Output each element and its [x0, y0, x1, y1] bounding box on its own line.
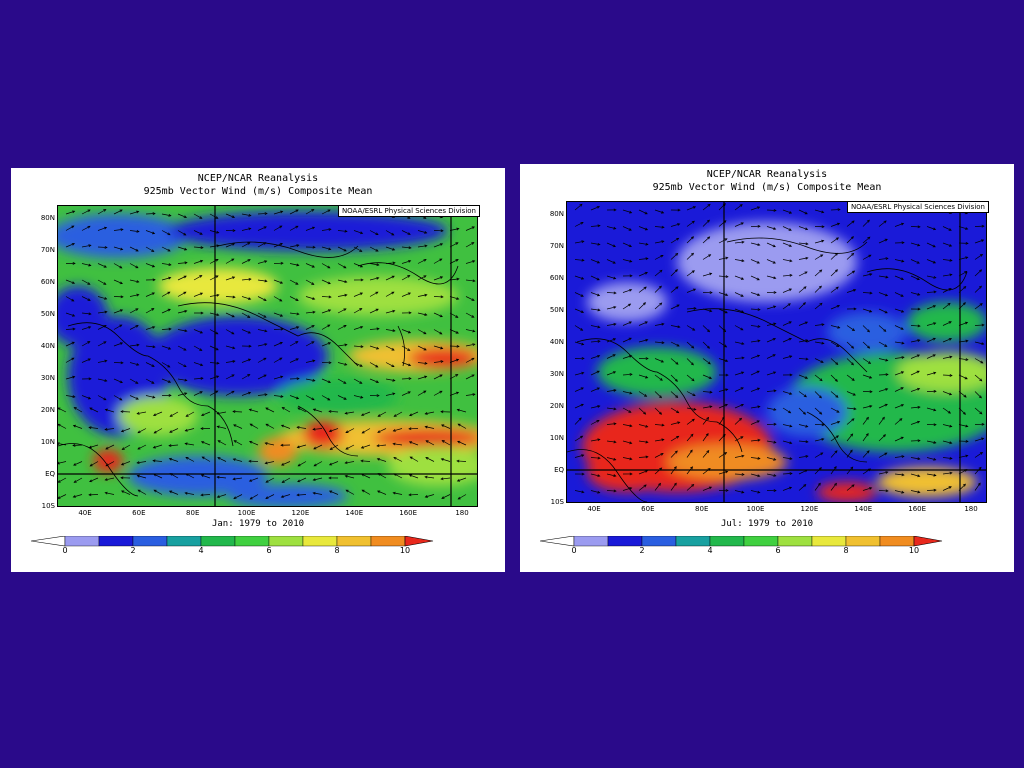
colorbar-tick-label: 2 [639, 546, 645, 555]
colorbar [30, 535, 471, 550]
panel-title: NCEP/NCAR Reanalysis [706, 169, 828, 180]
longitude-label: 80E [695, 505, 709, 513]
data-credit: NOAA/ESRL Physical Sciences Division [337, 205, 480, 217]
colorbar-segment [268, 535, 304, 547]
coastlines [567, 237, 968, 502]
colorbar-segment [743, 535, 779, 547]
map-panel-july: NCEP/NCAR Reanalysis 925mb Vector Wind (… [520, 164, 1014, 572]
latitude-label: EQ [554, 466, 564, 474]
latitude-label: 80N [40, 214, 55, 222]
colorbar-tick-label: 4 [198, 546, 204, 555]
colorbar-tick-label: 8 [334, 546, 340, 555]
colorbar-tick-label: 0 [571, 546, 577, 555]
longitude-label: 140E [854, 505, 873, 513]
latitude-label: 20N [40, 406, 55, 414]
longitude-label: 120E [291, 509, 310, 517]
latitude-label: 30N [40, 374, 55, 382]
colorbar-tick-label: 10 [399, 546, 411, 555]
longitude-label: 180 [964, 505, 978, 513]
panel-subtitle: 925mb Vector Wind (m/s) Composite Mean [143, 186, 373, 197]
map-panel-january: NCEP/NCAR Reanalysis 925mb Vector Wind (… [11, 168, 505, 572]
latitude-label: 70N [549, 242, 564, 250]
colorbar-segment [98, 535, 134, 547]
colorbar-segment [132, 535, 168, 547]
latitude-label: 60N [549, 274, 564, 282]
longitude-label: 120E [800, 505, 819, 513]
longitude-label: 140E [345, 509, 364, 517]
latitude-label: 70N [40, 246, 55, 254]
colorbar-segment [234, 535, 270, 547]
latitude-label: 40N [40, 342, 55, 350]
latitude-label: EQ [45, 470, 55, 478]
coastlines [58, 241, 459, 497]
colorbar-segment [777, 535, 813, 547]
colorbar-segment [641, 535, 677, 547]
colorbar-tick-label: 8 [843, 546, 849, 555]
colorbar-low-arrow [539, 535, 575, 547]
colorbar-tick-label: 0 [62, 546, 68, 555]
latitude-label: 10S [41, 502, 55, 510]
latitude-label: 80N [549, 210, 564, 218]
colorbar-tick-label: 2 [130, 546, 136, 555]
colorbar-segment [573, 535, 609, 547]
colorbar-segment [879, 535, 915, 547]
colorbar-segment [675, 535, 711, 547]
latitude-label: 60N [40, 278, 55, 286]
colorbar-segment [336, 535, 372, 547]
longitude-label: 160E [399, 509, 418, 517]
longitude-label: 100E [237, 509, 256, 517]
longitude-label: 100E [746, 505, 765, 513]
colorbar-segment [200, 535, 236, 547]
longitude-label: 180 [455, 509, 469, 517]
longitude-label: 60E [132, 509, 146, 517]
colorbar-tick-label: 4 [707, 546, 713, 555]
longitude-label: 60E [641, 505, 655, 513]
colorbar-high-arrow [913, 535, 943, 547]
latitude-label: 30N [549, 370, 564, 378]
longitude-label: 40E [78, 509, 92, 517]
colorbar-high-arrow [404, 535, 434, 547]
colorbar-graphic [539, 535, 943, 547]
period-label: Jul: 1979 to 2010 [720, 519, 814, 529]
wind-speed-map [57, 205, 478, 507]
wind-vector-field [574, 203, 985, 494]
colorbar-segment [709, 535, 745, 547]
colorbar-segment [811, 535, 847, 547]
wind-speed-map [566, 201, 987, 503]
panel-subtitle: 925mb Vector Wind (m/s) Composite Mean [652, 182, 882, 193]
latitude-label: 10S [550, 498, 564, 506]
colorbar-tick-label: 10 [908, 546, 920, 555]
wind-vector-field [58, 209, 476, 500]
latitude-label: 20N [549, 402, 564, 410]
colorbar-segment [302, 535, 338, 547]
period-label: Jan: 1979 to 2010 [211, 519, 305, 529]
colorbar-segment [370, 535, 406, 547]
colorbar-segment [845, 535, 881, 547]
colorbar-tick-label: 6 [266, 546, 272, 555]
colorbar-graphic [30, 535, 434, 547]
latitude-label: 40N [549, 338, 564, 346]
longitude-label: 160E [908, 505, 927, 513]
latitude-label: 50N [549, 306, 564, 314]
longitude-label: 40E [587, 505, 601, 513]
panel-title: NCEP/NCAR Reanalysis [197, 173, 319, 184]
latitude-label: 10N [40, 438, 55, 446]
data-credit: NOAA/ESRL Physical Sciences Division [846, 201, 989, 213]
colorbar-segment [64, 535, 100, 547]
colorbar-segment [607, 535, 643, 547]
latitude-label: 10N [549, 434, 564, 442]
colorbar-segment [166, 535, 202, 547]
colorbar-tick-label: 6 [775, 546, 781, 555]
longitude-label: 80E [186, 509, 200, 517]
colorbar-low-arrow [30, 535, 66, 547]
latitude-label: 50N [40, 310, 55, 318]
colorbar [539, 535, 980, 550]
